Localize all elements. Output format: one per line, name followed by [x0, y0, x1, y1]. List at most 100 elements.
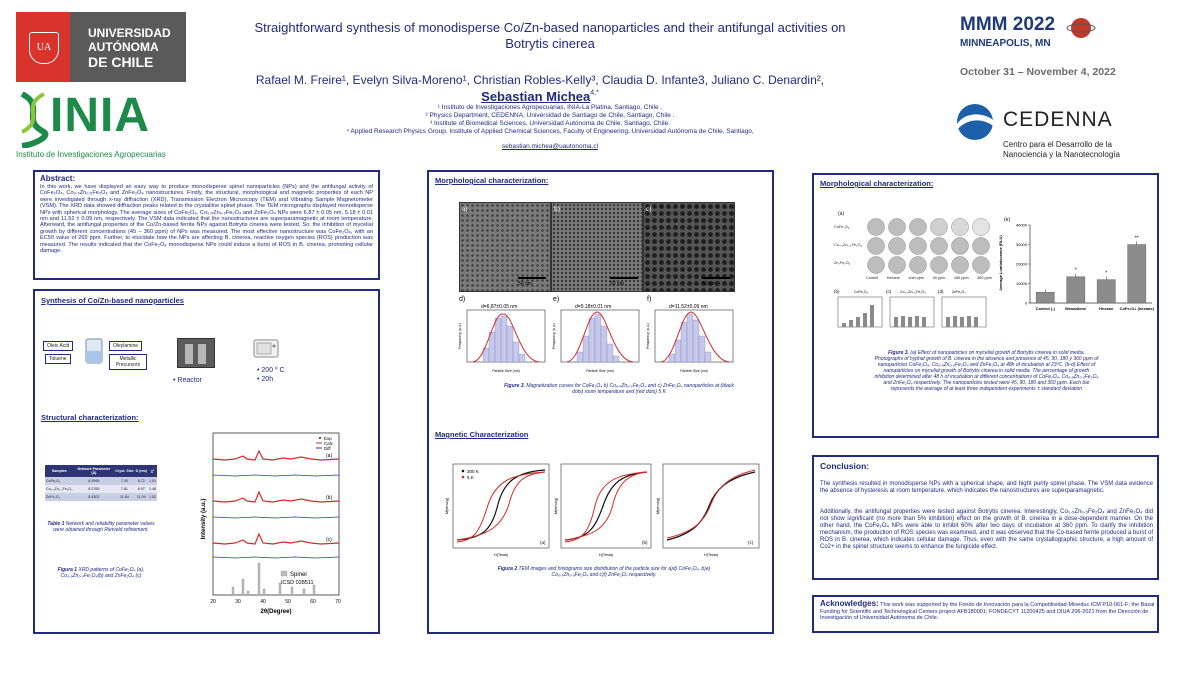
- beaker-icon: [85, 338, 103, 364]
- xrd-xtick: 50: [285, 599, 291, 605]
- ack-text: This work was supported by the Fondo de …: [820, 602, 1155, 621]
- mag-xlabel-a: H(Tesla): [494, 553, 509, 557]
- mmm-city: MINNEAPOLIS, MN: [960, 38, 1051, 49]
- plate-col-label: Control: [866, 276, 879, 280]
- plate-grid: [867, 218, 990, 274]
- mag-xlabel-b: H(Tesla): [599, 553, 614, 557]
- mmm-title: MMM 2022: [960, 14, 1056, 35]
- ros-bar-chart: (e) Average Luminiscence (RLU) 0 10000 200…: [998, 217, 1155, 311]
- reactor-vessel-1: [185, 344, 193, 364]
- affiliation-2: ² Physics Department, CEDENNA, Universid…: [425, 112, 675, 119]
- synthesis-bullet-temp: • 200 º C: [257, 367, 285, 374]
- synthesis-bullet-reactor: • Reactor: [173, 377, 202, 384]
- petri-dish: [951, 256, 969, 274]
- plates-panel-label: (a): [838, 211, 845, 217]
- mag-curve-a-5k-down: [456, 471, 546, 541]
- tem-particles-b: [552, 203, 642, 291]
- table-row: CoFe₂O₄ 8.3999 7.00 6.72 1.51: [45, 477, 157, 485]
- petri-dish: [972, 256, 990, 274]
- xrd-xtick: 20: [210, 599, 216, 605]
- mag-frame-b: [560, 463, 652, 549]
- inhibition-bar: [915, 316, 919, 327]
- xrd-reference-bars: [231, 562, 316, 596]
- mag-legend-300k-marker: [461, 469, 465, 473]
- hist-xlabel-f: Particle Size (nm): [680, 369, 708, 373]
- contact-email[interactable]: sebastian.michea@uautonoma.cl: [501, 143, 599, 150]
- hist-bar: [698, 335, 706, 363]
- mag-curve-b-5k-up: [564, 471, 648, 543]
- table-cell: 1.48: [148, 487, 156, 491]
- ros-y-tick-label: 0: [1025, 301, 1028, 306]
- ack-box: Acknowledges: This work was supported by…: [812, 595, 1159, 633]
- hist-bar: [494, 317, 502, 363]
- xrd-ref-code: ICSD 028511: [281, 580, 314, 586]
- tem-label-a: a): [462, 205, 468, 213]
- affiliation-3: ³ Institute of Biomedical Sciences, Univ…: [430, 120, 670, 127]
- xrd-legend-exp-marker: [319, 437, 321, 439]
- conclusion-box: Conclusion: The synthesis resulted in mo…: [812, 455, 1159, 580]
- tem-scale-c: 50 nm: [702, 281, 716, 287]
- inhibition-bar: [967, 316, 971, 327]
- hist-bar: [588, 317, 596, 363]
- hist-label-f: f): [647, 296, 651, 303]
- mag-panel-label-c: (c): [748, 540, 754, 545]
- ros-bar: [1127, 244, 1147, 304]
- table-1-caption-label: Table 1: [47, 521, 65, 527]
- reactor-photo: [177, 338, 215, 368]
- conclusion-p2: Additionally, the antifungal properties …: [820, 509, 1153, 550]
- magnetic-plots: 300 K 5 K M(emu/g) H(Tesla) (a) M(emu/g)…: [445, 463, 760, 557]
- petri-dish: [909, 237, 927, 255]
- inia-logo: INIA Instituto de Investigaciones Agrope…: [16, 89, 186, 160]
- mag-ylabel-a: M(emu/g): [445, 497, 449, 514]
- plate-row-label: CoFe₂O₄: [834, 225, 850, 229]
- inhibition-panel-label-b: (b): [834, 289, 840, 294]
- figure-3-mid-caption-text: Magnetization curves for CoFe₂O₄ b) Co₀.…: [524, 383, 734, 395]
- inhibition-bar: [863, 313, 867, 327]
- plate-col-label: 90 ppm: [932, 276, 946, 280]
- cedenna-name: CEDENNA: [1003, 108, 1113, 131]
- xrd-ref-bar: [262, 588, 266, 596]
- hist-bar: [600, 325, 608, 363]
- plate-col-label: Hexane: [886, 276, 900, 280]
- table-cell: 6.72: [137, 479, 145, 483]
- hist-fit-f: [660, 311, 730, 363]
- ros-panel-label: (e): [1004, 217, 1010, 223]
- petri-dish: [930, 256, 948, 274]
- hist-fit-d: [472, 313, 540, 363]
- petri-dish: [951, 237, 969, 255]
- inhibition-bar: [849, 320, 853, 327]
- tem-scalebar-c: [702, 277, 730, 279]
- hist-bar: [594, 313, 602, 363]
- ros-category-label: Menadione: [1065, 306, 1087, 311]
- table-1-caption: Table 1 Network and reliability paramete…: [45, 521, 157, 533]
- petri-dish: [867, 218, 885, 236]
- inhibition-panel-label-c: (c): [886, 289, 892, 294]
- middle-box: Morphological characterization: a) 50 nm…: [427, 170, 774, 634]
- mag-legend-5k: 5 K: [467, 475, 474, 480]
- plate-col-label: 360 ppm: [977, 276, 992, 280]
- magnetic-title: Magnetic Characterization: [435, 430, 529, 439]
- hist-bar: [674, 339, 682, 363]
- hist-bar: [704, 351, 712, 363]
- tem-particles-a: [460, 203, 550, 291]
- ua-name-line-1: UNIVERSIDAD: [88, 26, 171, 40]
- ros-bar: [1096, 279, 1116, 304]
- ros-bar: [1066, 276, 1086, 304]
- rietveld-table: Samples Network Parameter (Å) Cryst. Siz…: [45, 465, 157, 501]
- tem-scalebar-a: [518, 277, 546, 279]
- ros-y-tick-label: 30000: [1016, 242, 1028, 247]
- tem-scale-a: 50 nm: [518, 281, 532, 287]
- petri-dish: [888, 237, 906, 255]
- tem-label-c: c): [646, 205, 652, 213]
- structural-title: Structural characterization:: [41, 413, 139, 422]
- hist-bar: [606, 343, 614, 363]
- hist-bar: [680, 321, 688, 363]
- mag-panel-label-a: (a): [540, 540, 546, 545]
- tem-image-a: a) 50 nm: [459, 202, 551, 292]
- xrd-legend-calc: Calc: [324, 441, 334, 446]
- mag-legend-5k-marker: [461, 475, 465, 479]
- xrd-pattern-c: [212, 532, 340, 545]
- hist-bars-f: [668, 313, 712, 363]
- xrd-ref-legend: Spinel: [290, 572, 307, 578]
- xrd-ref-bar: [278, 582, 282, 596]
